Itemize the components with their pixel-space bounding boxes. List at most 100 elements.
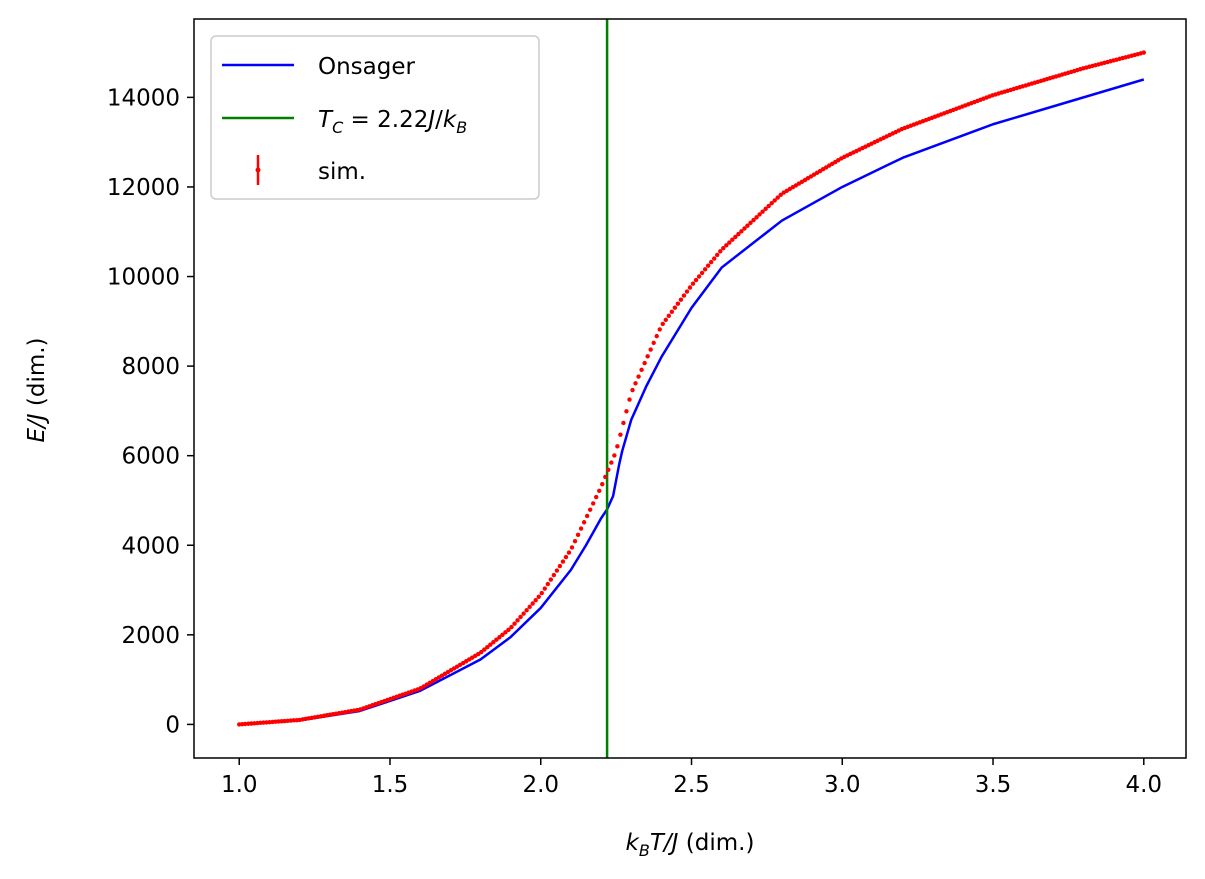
sim-point bbox=[657, 327, 662, 332]
sim-point bbox=[627, 397, 632, 402]
sim-point bbox=[678, 297, 684, 302]
sim-point bbox=[536, 594, 541, 599]
sim-point bbox=[693, 277, 699, 283]
y-tick-label: 12000 bbox=[107, 175, 180, 201]
sim-point bbox=[527, 604, 532, 610]
legend-label-tc: TC = 2.22J/kB bbox=[318, 107, 467, 137]
sim-point bbox=[603, 474, 608, 480]
y-tick-label: 8000 bbox=[121, 354, 180, 380]
sim-point bbox=[491, 640, 496, 645]
y-tick-label: 14000 bbox=[107, 85, 180, 111]
sim-point bbox=[636, 374, 641, 379]
sim-point bbox=[539, 590, 544, 596]
x-tick-label: 1.5 bbox=[372, 772, 409, 798]
sim-point bbox=[736, 231, 741, 237]
sim-point bbox=[615, 444, 620, 449]
sim-point bbox=[569, 545, 575, 550]
sim-point bbox=[766, 203, 771, 209]
sim-point bbox=[751, 217, 756, 223]
sim-point bbox=[479, 649, 484, 655]
sim-point bbox=[530, 601, 535, 606]
legend-box bbox=[210, 35, 540, 200]
legend-label-onsager: Onsager bbox=[318, 54, 416, 80]
sim-point bbox=[506, 627, 511, 633]
sim-point bbox=[587, 507, 593, 512]
sim-point bbox=[760, 209, 765, 214]
sim-point bbox=[775, 195, 780, 200]
sim-point bbox=[590, 501, 596, 506]
sim-point bbox=[485, 644, 490, 650]
y-tick-label: 2000 bbox=[121, 623, 180, 649]
sim-point bbox=[512, 621, 517, 626]
sim-point bbox=[572, 538, 578, 544]
sim-point bbox=[715, 252, 720, 258]
sim-point bbox=[494, 637, 499, 642]
sim-point bbox=[497, 635, 502, 640]
sim-point bbox=[745, 223, 750, 228]
sim-point bbox=[663, 317, 668, 323]
series-line-onsager bbox=[239, 78, 1145, 726]
plot-frame bbox=[193, 18, 1187, 759]
sim-point bbox=[575, 532, 581, 538]
sim-point bbox=[666, 313, 672, 319]
sim-point bbox=[482, 647, 487, 652]
sim-point bbox=[621, 420, 626, 426]
sim-point bbox=[684, 289, 690, 294]
sim-point bbox=[554, 568, 560, 573]
sim-point bbox=[739, 229, 744, 234]
legend-swatch-sim-marker bbox=[255, 167, 261, 173]
sim-point bbox=[769, 201, 774, 206]
sim-point bbox=[660, 321, 665, 327]
x-axis-label: kBT/J (dim.) bbox=[626, 830, 755, 860]
sim-point bbox=[503, 630, 508, 635]
sim-point bbox=[488, 642, 493, 647]
sim-point bbox=[672, 305, 678, 310]
sim-point bbox=[612, 453, 617, 458]
sim-point bbox=[648, 347, 653, 352]
sim-point bbox=[518, 614, 523, 620]
sim-point bbox=[733, 234, 738, 240]
sim-point bbox=[557, 563, 563, 569]
x-tick-label: 2.0 bbox=[522, 772, 559, 798]
y-tick-label: 6000 bbox=[121, 444, 180, 470]
sim-point bbox=[705, 263, 711, 268]
legend-label-sim: sim. bbox=[318, 159, 366, 185]
sim-point bbox=[500, 632, 505, 637]
sim-point bbox=[524, 608, 529, 613]
y-tick-label: 0 bbox=[165, 712, 180, 738]
x-axis: 1.0 1.5 2.0 2.5 3.0 3.5 4.0 bbox=[221, 758, 1162, 798]
sim-point bbox=[609, 460, 614, 465]
sim-point bbox=[669, 309, 675, 314]
sim-point bbox=[778, 192, 783, 197]
sim-point bbox=[515, 618, 520, 623]
sim-point bbox=[754, 215, 759, 220]
y-axis-label: E/J (dim.) bbox=[24, 337, 50, 442]
sim-point bbox=[594, 494, 599, 500]
sim-point bbox=[696, 274, 702, 279]
x-tick-label: 3.5 bbox=[975, 772, 1012, 798]
sim-point bbox=[727, 240, 732, 245]
x-tick-label: 2.5 bbox=[673, 772, 710, 798]
legend: Onsager TC = 2.22J/kB sim. bbox=[210, 35, 540, 200]
sim-point bbox=[742, 226, 747, 231]
y-tick-label: 4000 bbox=[121, 533, 180, 559]
x-tick-label: 3.0 bbox=[824, 772, 861, 798]
sim-point bbox=[642, 360, 647, 366]
sim-point bbox=[633, 381, 638, 386]
sim-point bbox=[560, 559, 566, 564]
sim-point bbox=[712, 256, 717, 261]
sim-point bbox=[551, 572, 557, 578]
sim-point bbox=[509, 624, 514, 630]
sim-point bbox=[545, 581, 551, 587]
sim-point bbox=[690, 281, 696, 286]
sim-point bbox=[687, 285, 693, 290]
sim-point bbox=[597, 488, 602, 494]
sim-point bbox=[618, 432, 623, 437]
x-tick-label: 4.0 bbox=[1125, 772, 1162, 798]
sim-point bbox=[521, 611, 526, 616]
sim-point bbox=[533, 597, 538, 603]
sim-point bbox=[675, 301, 681, 306]
sim-point bbox=[730, 237, 735, 242]
